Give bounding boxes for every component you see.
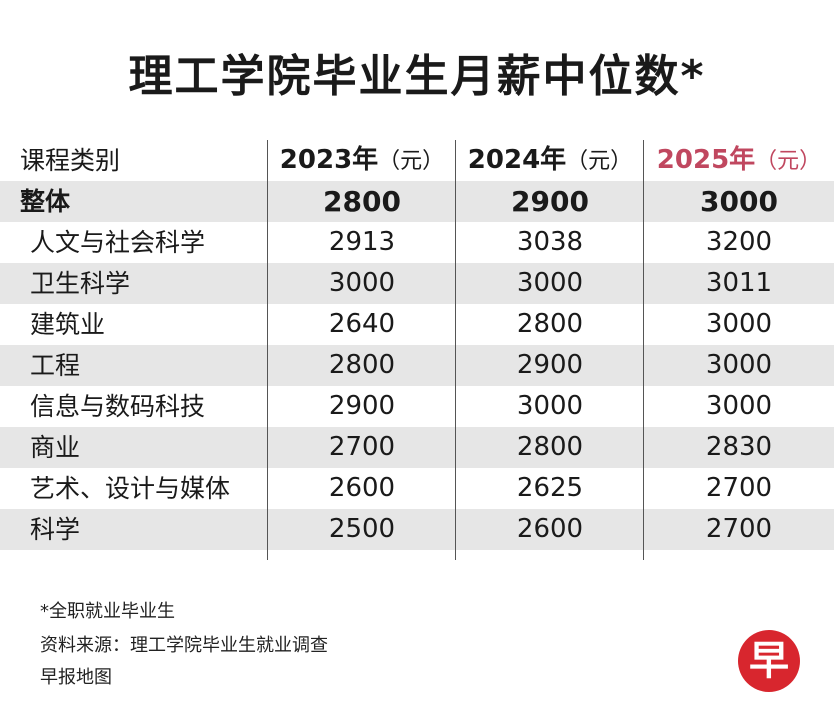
table-row: 艺术、设计与媒体 2600 2625 2700 xyxy=(0,468,834,509)
header-unit-label: （元） xyxy=(755,149,822,174)
value-2025: 3011 xyxy=(705,268,773,298)
header-year-2024: 2024年（元） xyxy=(456,140,644,181)
row-category: 卫生科学 xyxy=(30,269,131,298)
value-2024: 3000 xyxy=(516,391,584,421)
value-2025: 3000 xyxy=(700,185,778,218)
header-year-label: 2023年 xyxy=(279,145,379,175)
value-2024: 2900 xyxy=(516,350,584,380)
column-divider xyxy=(455,140,456,560)
table-row: 人文与社会科学 2913 3038 3200 xyxy=(0,222,834,263)
row-category: 人文与社会科学 xyxy=(30,228,206,257)
value-2025: 3000 xyxy=(705,391,773,421)
row-category: 工程 xyxy=(30,351,81,380)
chart-title: 理工学院毕业生月薪中位数* xyxy=(128,51,706,102)
value-2024: 2625 xyxy=(516,473,584,503)
value-2024: 2800 xyxy=(516,432,584,462)
row-category: 科学 xyxy=(30,515,81,544)
footnote-credit: 早报地图 xyxy=(40,667,112,688)
value-2024: 3000 xyxy=(516,268,584,298)
value-2023: 2800 xyxy=(323,185,401,218)
header-year-2023: 2023年（元） xyxy=(268,140,456,181)
table-row: 卫生科学 3000 3000 3011 xyxy=(0,263,834,304)
value-2023: 2800 xyxy=(328,350,396,380)
salary-table: 课程类别 2023年（元） 2024年（元） 2025年（元） 整体 2800 … xyxy=(0,140,834,550)
value-2024: 2800 xyxy=(516,309,584,339)
value-2023: 2640 xyxy=(328,309,396,339)
header-year-label: 2024年 xyxy=(467,145,567,175)
header-unit-label: （元） xyxy=(566,149,633,174)
row-category: 艺术、设计与媒体 xyxy=(30,474,231,503)
column-divider xyxy=(643,140,644,560)
footnote-source: 资料来源：理工学院毕业生就业调查 xyxy=(40,635,328,656)
table-row: 建筑业 2640 2800 3000 xyxy=(0,304,834,345)
table-header-row: 课程类别 2023年（元） 2024年（元） 2025年（元） xyxy=(0,140,834,181)
row-category: 信息与数码科技 xyxy=(30,392,206,421)
value-2024: 2600 xyxy=(516,514,584,544)
table-row: 科学 2500 2600 2700 xyxy=(0,509,834,550)
value-2024: 3038 xyxy=(516,227,584,257)
value-2023: 2600 xyxy=(328,473,396,503)
row-category: 商业 xyxy=(30,433,81,462)
value-2023: 3000 xyxy=(328,268,396,298)
value-2025: 2830 xyxy=(705,432,773,462)
row-category: 建筑业 xyxy=(30,310,106,339)
table-row: 商业 2700 2800 2830 xyxy=(0,427,834,468)
value-2025: 3000 xyxy=(705,350,773,380)
header-category: 课程类别 xyxy=(20,146,121,175)
table-row-total: 整体 2800 2900 3000 xyxy=(0,181,834,222)
table-row: 信息与数码科技 2900 3000 3000 xyxy=(0,386,834,427)
value-2023: 2700 xyxy=(328,432,396,462)
header-year-2025: 2025年（元） xyxy=(644,140,834,181)
row-category: 整体 xyxy=(20,187,71,216)
zaobao-logo: 早 xyxy=(738,630,800,692)
value-2023: 2500 xyxy=(328,514,396,544)
value-2023: 2900 xyxy=(328,391,396,421)
value-2025: 3200 xyxy=(705,227,773,257)
value-2025: 2700 xyxy=(705,473,773,503)
value-2025: 2700 xyxy=(705,514,773,544)
column-divider xyxy=(267,140,268,560)
header-year-label: 2025年 xyxy=(656,145,756,175)
footnote-note: *全职就业毕业生 xyxy=(40,601,175,622)
table-row: 工程 2800 2900 3000 xyxy=(0,345,834,386)
header-unit-label: （元） xyxy=(378,149,445,174)
value-2023: 2913 xyxy=(328,227,396,257)
value-2025: 3000 xyxy=(705,309,773,339)
value-2024: 2900 xyxy=(511,185,589,218)
